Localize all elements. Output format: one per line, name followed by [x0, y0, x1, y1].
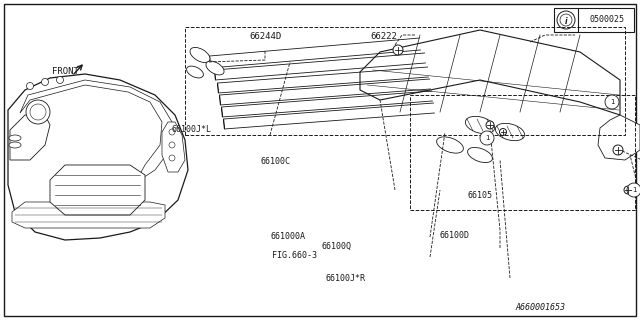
Circle shape [56, 76, 63, 84]
Bar [185, 27, 625, 135]
Circle shape [169, 155, 175, 161]
Circle shape [393, 45, 403, 55]
Ellipse shape [495, 123, 525, 141]
Text: 66244D: 66244D [250, 32, 282, 41]
Text: FIG.660-3: FIG.660-3 [272, 252, 317, 260]
Bar [554, 8, 634, 32]
Circle shape [605, 95, 619, 109]
Ellipse shape [206, 61, 224, 75]
Text: 0500025: 0500025 [589, 15, 625, 25]
Polygon shape [598, 115, 640, 160]
Ellipse shape [436, 137, 463, 153]
Ellipse shape [214, 70, 216, 80]
Ellipse shape [221, 107, 223, 117]
Circle shape [30, 104, 46, 120]
Ellipse shape [9, 135, 21, 141]
Ellipse shape [187, 66, 204, 78]
Ellipse shape [465, 116, 495, 134]
Text: FRONT: FRONT [52, 68, 79, 76]
Text: 1: 1 [610, 99, 614, 105]
Polygon shape [360, 30, 620, 115]
Circle shape [480, 131, 494, 145]
Ellipse shape [9, 142, 21, 148]
Circle shape [499, 129, 506, 135]
Circle shape [557, 11, 575, 29]
Ellipse shape [468, 148, 492, 163]
Circle shape [624, 186, 632, 194]
Ellipse shape [209, 56, 211, 68]
Text: 66100Q: 66100Q [321, 242, 351, 251]
Circle shape [26, 100, 50, 124]
Circle shape [42, 78, 49, 85]
Text: 66100J*R: 66100J*R [326, 274, 365, 283]
Text: i: i [564, 17, 567, 26]
Circle shape [169, 129, 175, 135]
Circle shape [26, 83, 33, 90]
Polygon shape [12, 202, 165, 228]
Text: 1: 1 [632, 187, 636, 193]
Bar [410, 95, 635, 210]
Circle shape [486, 121, 494, 129]
Text: 661000A: 661000A [271, 232, 305, 241]
Polygon shape [162, 122, 185, 172]
Text: 66105: 66105 [467, 191, 493, 200]
Text: 66222: 66222 [371, 32, 397, 41]
Circle shape [627, 183, 640, 197]
Circle shape [560, 14, 572, 26]
Ellipse shape [223, 119, 225, 129]
Ellipse shape [190, 47, 210, 63]
Text: 66100D: 66100D [440, 231, 469, 240]
Text: 1: 1 [484, 135, 489, 141]
Circle shape [613, 145, 623, 155]
Polygon shape [10, 115, 50, 160]
Text: 66100J*L: 66100J*L [172, 125, 212, 134]
Text: A660001653: A660001653 [515, 303, 565, 313]
Text: 66100C: 66100C [260, 157, 290, 166]
Circle shape [169, 142, 175, 148]
Polygon shape [50, 165, 145, 215]
Polygon shape [8, 74, 188, 240]
